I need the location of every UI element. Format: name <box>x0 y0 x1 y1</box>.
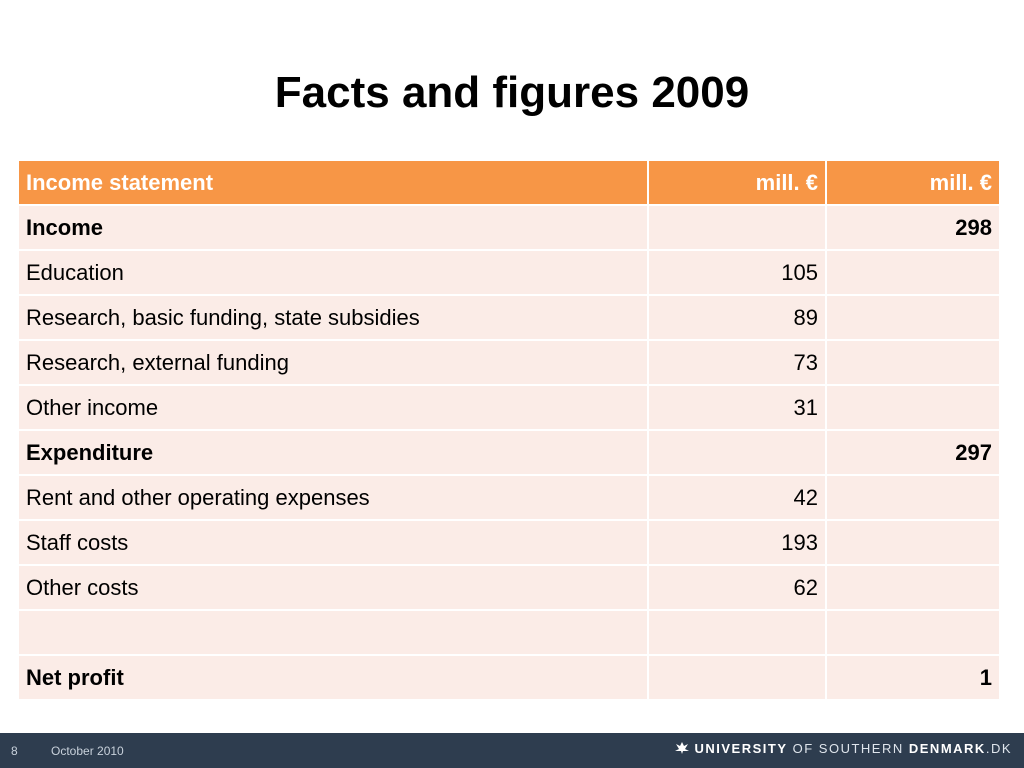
row-subtotal: 31 <box>647 384 827 431</box>
table-row: Net profit 1 <box>17 654 1001 701</box>
page-number: 8 <box>11 744 18 758</box>
row-total <box>825 294 1001 341</box>
row-label: Staff costs <box>17 519 649 566</box>
university-logo-icon <box>674 741 690 758</box>
row-subtotal: 105 <box>647 249 827 296</box>
row-total <box>825 519 1001 566</box>
table-row: Expenditure 297 <box>17 429 1001 476</box>
row-subtotal <box>647 654 827 701</box>
row-subtotal <box>647 609 827 656</box>
row-label: Research, external funding <box>17 339 649 386</box>
column-header-total: mill. € <box>825 159 1001 206</box>
row-label: Income <box>17 204 649 251</box>
row-label: Rent and other operating expenses <box>17 474 649 521</box>
row-label: Other income <box>17 384 649 431</box>
row-subtotal: 193 <box>647 519 827 566</box>
row-subtotal <box>647 204 827 251</box>
row-label: Education <box>17 249 649 296</box>
university-brand: UNIVERSITY OF SOUTHERN DENMARK.DK <box>674 741 1012 758</box>
table-row <box>17 609 1001 656</box>
brand-word-university: UNIVERSITY <box>694 741 788 756</box>
row-label: Other costs <box>17 564 649 611</box>
brand-word-of-southern: OF SOUTHERN <box>792 741 904 756</box>
row-subtotal: 62 <box>647 564 827 611</box>
row-label: Research, basic funding, state subsidies <box>17 294 649 341</box>
slide-footer: 8 October 2010 UNIVERSITY OF SOUTHERN DE… <box>0 733 1024 768</box>
table-row: Income 298 <box>17 204 1001 251</box>
brand-word-denmark: DENMARK <box>908 741 986 756</box>
row-total <box>825 609 1001 656</box>
income-statement-table: Income statement mill. € mill. € Income … <box>17 159 1001 701</box>
table-header-row: Income statement mill. € mill. € <box>17 159 1001 206</box>
row-subtotal: 89 <box>647 294 827 341</box>
row-total: 1 <box>825 654 1001 701</box>
brand-domain: .DK <box>985 741 1012 756</box>
row-subtotal <box>647 429 827 476</box>
column-header-subtotal: mill. € <box>647 159 827 206</box>
row-total <box>825 249 1001 296</box>
row-total <box>825 384 1001 431</box>
table-row: Rent and other operating expenses 42 <box>17 474 1001 521</box>
table-row: Other costs 62 <box>17 564 1001 611</box>
slide-title: Facts and figures 2009 <box>274 68 750 117</box>
table-row: Research, external funding 73 <box>17 339 1001 386</box>
footer-date: October 2010 <box>51 744 124 758</box>
row-subtotal: 42 <box>647 474 827 521</box>
row-label: Net profit <box>17 654 649 701</box>
table-row: Staff costs 193 <box>17 519 1001 566</box>
row-total <box>825 474 1001 521</box>
row-total <box>825 339 1001 386</box>
table-row: Research, basic funding, state subsidies… <box>17 294 1001 341</box>
row-total: 298 <box>825 204 1001 251</box>
table-row: Other income 31 <box>17 384 1001 431</box>
row-label <box>17 609 649 656</box>
row-label: Expenditure <box>17 429 649 476</box>
row-total <box>825 564 1001 611</box>
row-subtotal: 73 <box>647 339 827 386</box>
row-total: 297 <box>825 429 1001 476</box>
table-row: Education 105 <box>17 249 1001 296</box>
column-header-label: Income statement <box>17 159 649 206</box>
